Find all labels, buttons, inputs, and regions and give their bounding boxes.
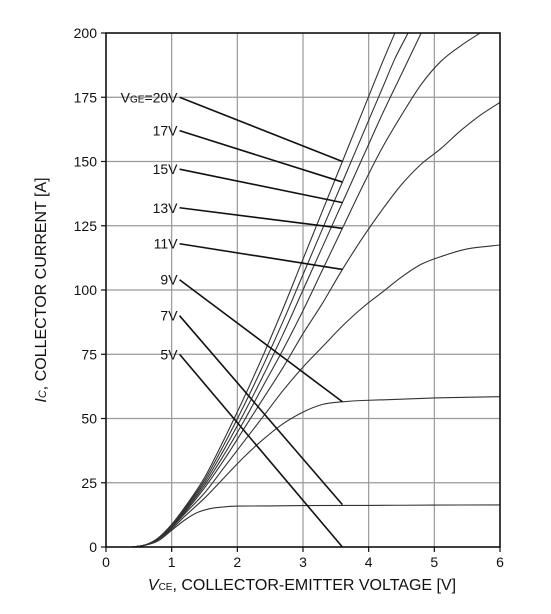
series-line-9v [132,244,500,547]
annotation-value: 11V [154,236,179,252]
x-tick-label: 2 [233,554,241,570]
annotation-label-15v: 15V [153,161,179,177]
annotation-leader-15v [179,168,343,204]
x-tick-label: 5 [430,554,438,570]
annotation-value: 9V [160,272,178,288]
annotation-leader-13v [179,206,343,230]
x-tick-label: 6 [496,554,504,570]
annotation-leader-20v [179,96,343,163]
annotation-label-7v: 7V [160,308,178,324]
x-axis-symbol: V [148,577,160,594]
x-axis-label: VCE, COLLECTOR-EMITTER VOLTAGE [V] [148,577,456,594]
y-axis-symbol: I [33,398,50,403]
y-tick-label: 175 [74,89,98,105]
y-tick-label: 0 [89,539,97,555]
annotation-value: 17V [153,123,179,139]
y-tick-label: 200 [74,25,98,41]
x-tick-labels: 0 1 2 3 4 5 6 [102,547,504,570]
annotation-value: =20V [144,89,178,105]
annotation-label-20v: VGE=20V [121,89,179,105]
annotation-leader-17v [179,129,343,183]
y-tick-labels: 0 25 50 75 100 125 150 175 200 [74,25,106,555]
series-line-20v [132,33,396,547]
x-tick-label: 0 [102,554,110,570]
series-line-7v [132,396,500,547]
annotation-label-13v: 13V [153,200,179,216]
annotation-leader-11v [179,242,343,271]
y-tick-label: 75 [81,346,97,362]
x-axis-text: , COLLECTOR-EMITTER VOLTAGE [V] [172,577,456,594]
x-tick-label: 4 [365,554,373,570]
data-series [132,33,500,547]
annotation-value: 15V [153,161,179,177]
y-axis-label: IC, COLLECTOR CURRENT [A] [33,177,50,402]
annotation-leader-9v [179,279,343,403]
annotation-label-5v: 5V [160,346,178,362]
x-axis-subscript: CE [159,582,173,593]
annotation-value: 13V [153,200,179,216]
y-axis-subscript: C [37,390,49,398]
annotation-leader-7v [178,315,344,506]
x-tick-label: 1 [168,554,176,570]
annotation-label-11v: 11V [154,236,179,252]
x-tick-label: 3 [299,554,307,570]
annotation-leader-5v [178,353,344,548]
series-line-5v [132,504,500,547]
y-tick-label: 25 [81,475,97,491]
annotation-value: 5V [160,346,178,362]
annotation-label-17v: 17V [153,123,179,139]
annotation-prefix-subscript: GE [130,94,145,105]
y-tick-label: 150 [74,154,98,170]
y-tick-label: 50 [81,411,97,427]
annotation-leaders [178,96,344,548]
curve-annotations: 5V 7V 9V 11V 13V 15V 17V VGE=20V [121,89,179,362]
annotation-value: 7V [160,308,178,324]
grid-lines [106,33,500,547]
y-tick-label: 100 [74,282,98,298]
y-axis-text: , COLLECTOR CURRENT [A] [33,177,50,390]
annotation-label-9v: 9V [160,272,178,288]
y-tick-label: 125 [74,218,98,234]
annotation-prefix-symbol: V [121,89,131,105]
